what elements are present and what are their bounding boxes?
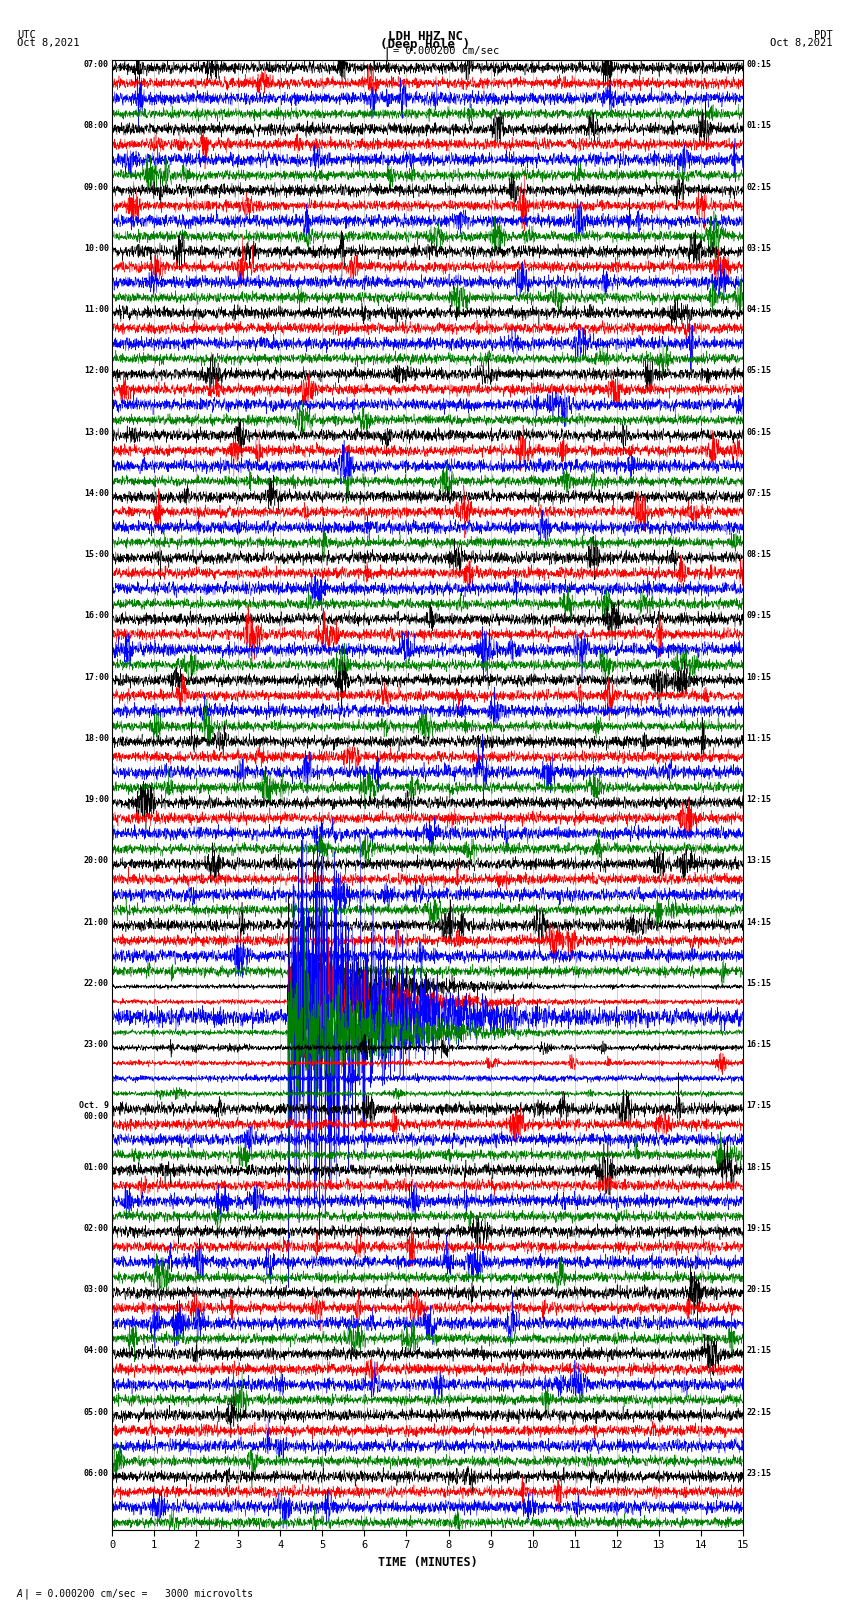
Text: 13:00: 13:00 — [84, 427, 109, 437]
Text: 01:15: 01:15 — [746, 121, 771, 131]
Text: 06:15: 06:15 — [746, 427, 771, 437]
Text: PDT: PDT — [814, 31, 833, 40]
Text: 16:15: 16:15 — [746, 1040, 771, 1048]
Text: 06:00: 06:00 — [84, 1469, 109, 1478]
Text: 11:00: 11:00 — [84, 305, 109, 315]
Text: 15:00: 15:00 — [84, 550, 109, 560]
Text: 18:00: 18:00 — [84, 734, 109, 744]
Text: LDH HHZ NC: LDH HHZ NC — [388, 31, 462, 44]
Text: | = 0.000200 cm/sec =   3000 microvolts: | = 0.000200 cm/sec = 3000 microvolts — [24, 1589, 253, 1600]
Text: 05:15: 05:15 — [746, 366, 771, 376]
Text: 08:00: 08:00 — [84, 121, 109, 131]
Text: 21:00: 21:00 — [84, 918, 109, 926]
Text: 20:15: 20:15 — [746, 1286, 771, 1294]
Text: Oct. 9
00:00: Oct. 9 00:00 — [79, 1102, 109, 1121]
Text: 05:00: 05:00 — [84, 1408, 109, 1416]
Text: 12:00: 12:00 — [84, 366, 109, 376]
Text: 21:15: 21:15 — [746, 1347, 771, 1355]
Text: 04:00: 04:00 — [84, 1347, 109, 1355]
Text: 09:15: 09:15 — [746, 611, 771, 621]
Text: 08:15: 08:15 — [746, 550, 771, 560]
Text: A: A — [17, 1589, 23, 1600]
Text: UTC: UTC — [17, 31, 36, 40]
Text: 17:00: 17:00 — [84, 673, 109, 682]
Text: 16:00: 16:00 — [84, 611, 109, 621]
Text: 07:00: 07:00 — [84, 60, 109, 69]
Text: 10:00: 10:00 — [84, 244, 109, 253]
Text: 19:00: 19:00 — [84, 795, 109, 803]
Text: 00:15: 00:15 — [746, 60, 771, 69]
Text: 18:15: 18:15 — [746, 1163, 771, 1171]
Text: 03:15: 03:15 — [746, 244, 771, 253]
Text: 07:15: 07:15 — [746, 489, 771, 498]
Text: 17:15: 17:15 — [746, 1102, 771, 1110]
Text: 02:00: 02:00 — [84, 1224, 109, 1232]
Text: 01:00: 01:00 — [84, 1163, 109, 1171]
Text: 03:00: 03:00 — [84, 1286, 109, 1294]
Text: 19:15: 19:15 — [746, 1224, 771, 1232]
Text: Oct 8,2021: Oct 8,2021 — [17, 39, 80, 48]
Text: |: | — [382, 47, 391, 61]
Text: 11:15: 11:15 — [746, 734, 771, 744]
Text: 22:15: 22:15 — [746, 1408, 771, 1416]
Text: Oct 8,2021: Oct 8,2021 — [770, 39, 833, 48]
Text: 23:15: 23:15 — [746, 1469, 771, 1478]
Text: 02:15: 02:15 — [746, 182, 771, 192]
Text: = 0.000200 cm/sec: = 0.000200 cm/sec — [393, 47, 499, 56]
Text: (Deep Hole ): (Deep Hole ) — [380, 39, 470, 52]
Text: 20:00: 20:00 — [84, 857, 109, 865]
Text: 14:15: 14:15 — [746, 918, 771, 926]
Text: 04:15: 04:15 — [746, 305, 771, 315]
Text: 15:15: 15:15 — [746, 979, 771, 987]
Text: 23:00: 23:00 — [84, 1040, 109, 1048]
Text: 22:00: 22:00 — [84, 979, 109, 987]
X-axis label: TIME (MINUTES): TIME (MINUTES) — [377, 1557, 478, 1569]
Text: 14:00: 14:00 — [84, 489, 109, 498]
Text: 10:15: 10:15 — [746, 673, 771, 682]
Text: 09:00: 09:00 — [84, 182, 109, 192]
Text: 13:15: 13:15 — [746, 857, 771, 865]
Text: 12:15: 12:15 — [746, 795, 771, 803]
